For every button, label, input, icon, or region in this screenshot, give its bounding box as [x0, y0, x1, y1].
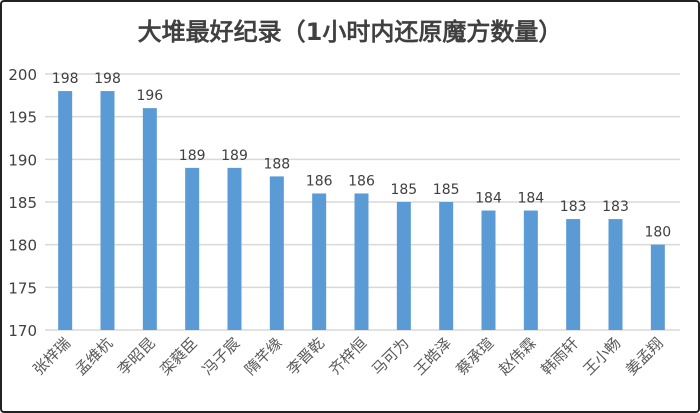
x-tick-label: 赵伟霖: [495, 334, 540, 379]
data-label: 196: [136, 88, 163, 104]
bar: [185, 167, 200, 330]
data-label: 184: [517, 191, 544, 207]
x-tick-label: 姜孟翔: [622, 334, 667, 379]
bar: [142, 108, 157, 330]
x-tick-label: 王小畅: [580, 334, 625, 379]
data-label: 183: [560, 199, 587, 215]
x-tick-label: 栾蕤臣: [156, 334, 201, 379]
bar: [227, 167, 242, 330]
x-tick-label: 张梓瑞: [29, 334, 74, 379]
chart-title: 大堆最好纪录（1小时内还原魔方数量）: [138, 18, 563, 46]
x-tick-label: 李昭昆: [114, 334, 159, 379]
data-label: 186: [348, 173, 375, 189]
x-tick-label: 冯子宸: [199, 334, 244, 379]
bar: [439, 202, 454, 330]
bar: [566, 219, 581, 330]
data-label: 184: [475, 191, 502, 207]
y-tick-label: 190: [8, 151, 37, 169]
bar: [354, 193, 369, 330]
y-tick-label: 185: [8, 194, 37, 212]
data-label: 198: [94, 71, 121, 87]
x-tick-label: 齐梓恒: [326, 334, 371, 379]
bar: [481, 210, 496, 330]
y-tick-label: 200: [8, 66, 37, 84]
x-tick-label: 韩雨轩: [537, 334, 582, 379]
bar: [650, 244, 665, 330]
data-label: 189: [221, 148, 248, 164]
bar: [396, 202, 411, 330]
x-tick-label: 蔡承瑄: [453, 334, 498, 379]
y-tick-label: 175: [8, 279, 37, 297]
bar: [608, 219, 623, 330]
x-tick-label: 孟维杭: [72, 334, 117, 379]
bar: [100, 91, 115, 330]
bar: [312, 193, 327, 330]
data-label: 183: [602, 199, 629, 215]
x-tick-label: 李晋乾: [283, 334, 328, 379]
data-label: 186: [306, 173, 333, 189]
x-tick-label: 王皓泽: [410, 334, 455, 379]
bar: [523, 210, 538, 330]
data-label: 188: [263, 156, 290, 172]
data-label: 198: [52, 71, 79, 87]
y-tick-label: 195: [8, 109, 37, 127]
data-label: 180: [644, 225, 671, 241]
data-label: 185: [390, 182, 417, 198]
y-tick-label: 180: [8, 237, 37, 255]
data-label: 189: [179, 148, 206, 164]
x-tick-label: 隋芊缘: [241, 334, 286, 379]
bar: [269, 176, 284, 330]
bar: [58, 91, 73, 330]
x-tick-label: 马可为: [368, 334, 413, 379]
data-label: 185: [433, 182, 460, 198]
y-tick-label: 170: [8, 322, 37, 340]
